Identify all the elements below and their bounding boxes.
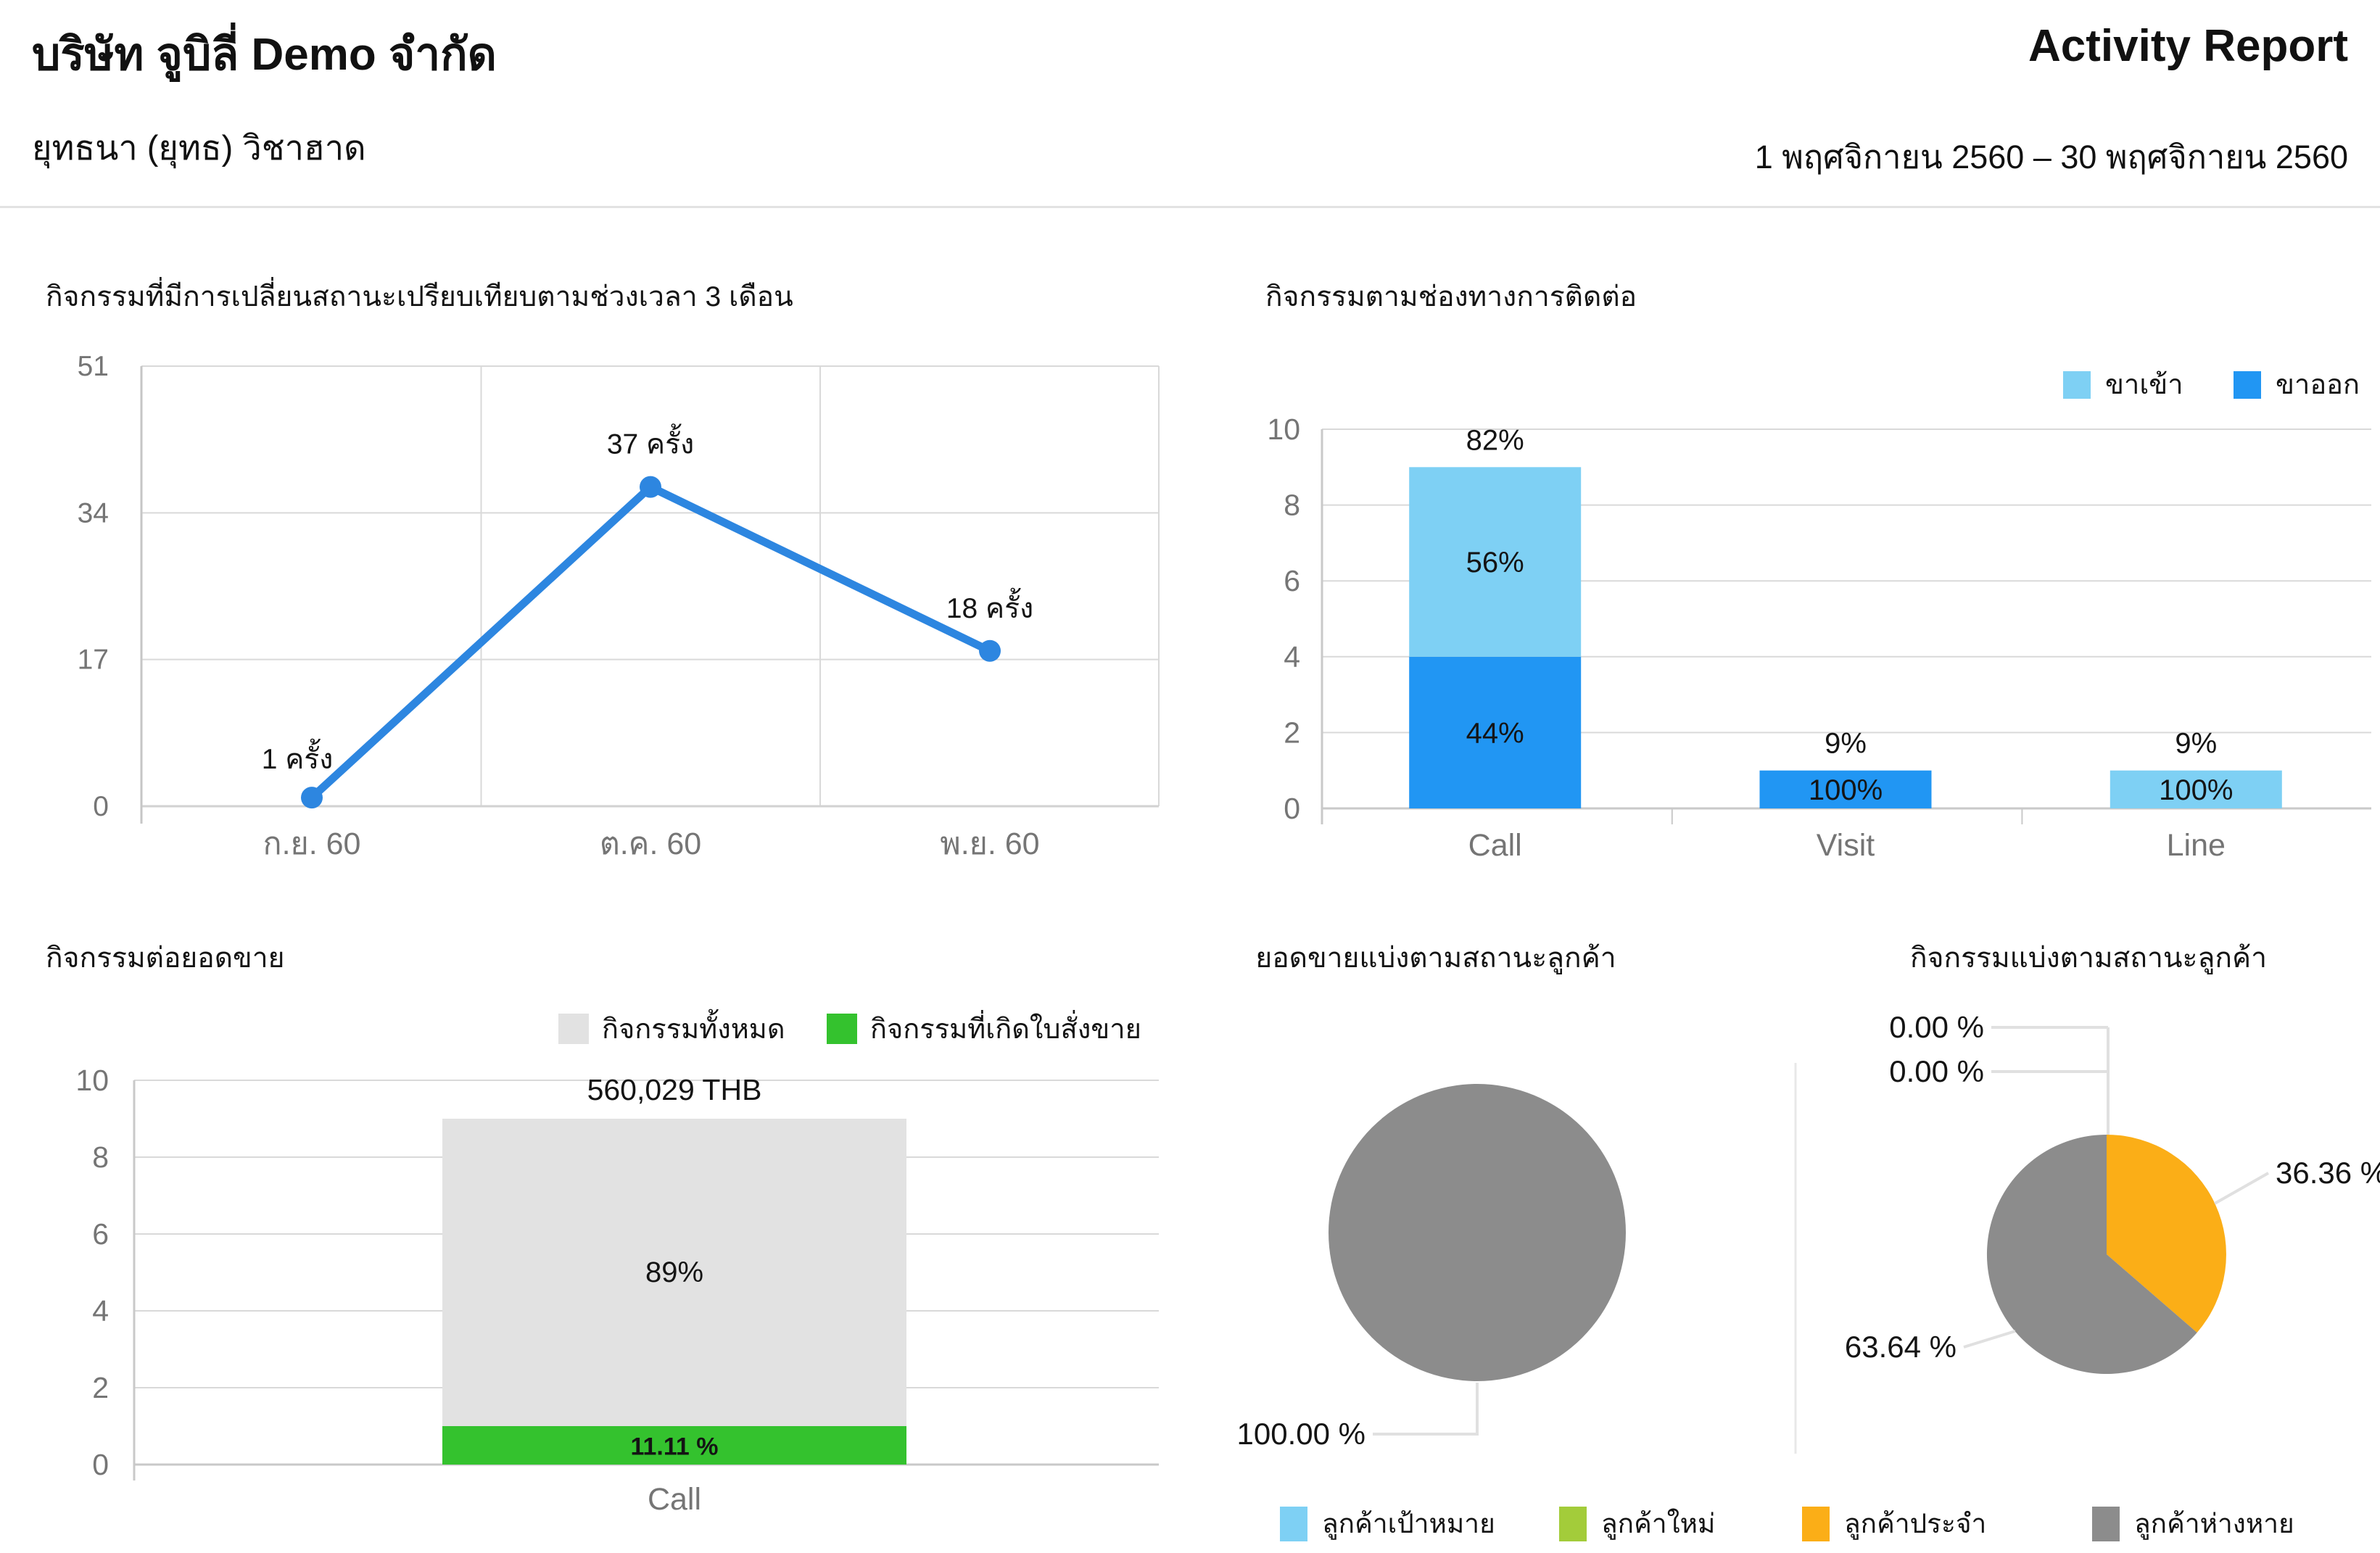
y-axis-tick-label: 17 (78, 645, 109, 676)
legend-swatch (1280, 1507, 1307, 1541)
bar-total-label: 9% (1825, 728, 1867, 760)
data-point (640, 476, 661, 498)
y-axis-tick-label: 0 (1284, 792, 1300, 825)
sales-pie-slice (1329, 1084, 1626, 1381)
segment-percent-label: 56% (1466, 547, 1524, 579)
pie-percent-label: 0.00 % (1889, 1010, 1984, 1044)
y-axis-tick-label: 10 (1267, 413, 1300, 446)
legend-label: ขาออก (2276, 370, 2360, 400)
owner-name: ยุทธนา (ยุทธ) วิชาฮาด (32, 128, 366, 167)
bar-segment (1759, 770, 1932, 808)
pie-callout-line (1963, 1330, 2016, 1349)
bar-segment (1409, 656, 1582, 808)
stacked-chart-title: กิจกรรมตามช่องทางการติดต่อ (1265, 281, 1637, 312)
bar-segment (442, 1426, 906, 1465)
pie-percent-label: 100.00 % (1237, 1417, 1365, 1451)
segment-percent-label: 100% (1809, 774, 1883, 806)
sales-chart-svg: 0 2 4 6 8 10 กิจกรรมทั้งหมด กิจกรรมที่เกิดใบสั่… (75, 1009, 1159, 1517)
y-axis-tick-label: 34 (78, 497, 109, 529)
legend-swatch (827, 1014, 857, 1044)
data-point (301, 787, 323, 809)
bar-total-label: 9% (2175, 728, 2217, 760)
x-axis-category-label: พ.ย. 60 (940, 827, 1039, 861)
y-axis-tick-label: 6 (1284, 564, 1300, 597)
y-axis-tick-label: 4 (92, 1294, 109, 1328)
line-chart-title: กิจกรรมที่มีการเปลี่ยนสถานะเปรียบเทียบตา… (46, 281, 793, 312)
header-divider (0, 206, 2380, 208)
bar-segment (1409, 467, 1582, 657)
bar-total-label: 560,029 THB (587, 1073, 762, 1106)
legend-swatch (2092, 1507, 2120, 1541)
x-axis-category-label: Line (2167, 828, 2226, 863)
trend-line (307, 483, 994, 802)
activity-pie-title: กิจกรรมแบ่งตามสถานะลูกค้า (1910, 943, 2267, 974)
x-axis-category-label: ต.ค. 60 (600, 827, 701, 861)
legend-swatch (2234, 371, 2261, 399)
pie-charts-svg: 100.00 % 0.00 % 0.00 % 36.36 % 63.64 % ลูกค้า… (1237, 1010, 2380, 1541)
legend-label: ลูกค้าประจำ (1844, 1509, 1986, 1540)
pie-percent-label: 0.00 % (1889, 1054, 1984, 1088)
y-axis-tick-label: 8 (1284, 489, 1300, 522)
y-axis-tick-label: 10 (75, 1064, 109, 1097)
legend-swatch (2063, 371, 2091, 399)
y-axis-tick-label: 2 (1284, 716, 1300, 749)
activity-pie-slice (2107, 1135, 2226, 1333)
point-value-label: 1 ครั้ง (262, 738, 334, 775)
point-value-label: 18 ครั้ง (946, 587, 1033, 624)
y-axis-tick-label: 0 (93, 791, 109, 822)
pie-callout-line (2214, 1172, 2269, 1205)
segment-percent-label: 11.11 % (630, 1433, 718, 1461)
bar-segment (2110, 770, 2282, 808)
pie-percent-label: 63.64 % (1845, 1330, 1957, 1364)
y-axis-tick-label: 2 (92, 1371, 109, 1404)
x-axis-category-label: ก.ย. 60 (263, 827, 361, 861)
stacked-chart-svg: 0 2 4 6 8 10 ขาเข้า ขาออก 44% 56% 82% Call 100% 9% Vis… (1267, 370, 2371, 863)
report-title: Activity Report (2028, 21, 2348, 71)
y-axis-tick-label: 6 (92, 1217, 109, 1251)
legend-label: ลูกค้าเป้าหมาย (1322, 1509, 1495, 1540)
legend-swatch (1559, 1507, 1587, 1541)
pie-percent-label: 36.36 % (2276, 1156, 2380, 1190)
legend-label: กิจกรรมทั้งหมด (602, 1009, 785, 1045)
y-axis-tick-label: 8 (92, 1140, 109, 1174)
y-axis-tick-label: 4 (1284, 640, 1300, 674)
segment-percent-label: 100% (2159, 774, 2233, 806)
point-value-label: 37 ครั้ง (607, 423, 694, 460)
legend-label: กิจกรรมที่เกิดใบสั่งขาย (870, 1010, 1141, 1045)
segment-percent-label: 89% (645, 1256, 703, 1288)
legend-swatch (558, 1014, 589, 1044)
y-axis-tick-label: 0 (92, 1448, 109, 1481)
x-axis-category-label: Visit (1817, 828, 1875, 863)
segment-percent-label: 44% (1466, 717, 1524, 749)
line-chart-svg: 0 17 34 51 ก.ย. 60 ต.ค. 60 พ.ย. 60 1 ครั้ง 37 คร… (78, 351, 1160, 861)
bar-total-label: 82% (1466, 424, 1524, 456)
pie-callout-line (1373, 1383, 1479, 1436)
company-name: บริษัท จูบิลี่ Demo จำกัด (32, 30, 497, 80)
bar-segment (442, 1119, 906, 1426)
y-axis-tick-label: 51 (78, 351, 109, 382)
legend-swatch (1802, 1507, 1830, 1541)
data-point (979, 639, 1001, 662)
legend-label: ลูกค้าใหม่ (1601, 1508, 1715, 1540)
x-axis-category-label: Call (648, 1482, 701, 1517)
report-period: 1 พฤศจิกายน 2560 – 30 พฤศจิกายน 2560 (1754, 138, 2348, 175)
sales-chart-title: กิจกรรมต่อยอดขาย (46, 943, 285, 974)
legend-label: ลูกค้าห่างหาย (2134, 1509, 2294, 1540)
activity-pie-slice (1986, 1135, 2197, 1374)
x-axis-category-label: Call (1468, 828, 1522, 863)
sales-pie-title: ยอดขายแบ่งตามสถานะลูกค้า (1255, 943, 1616, 974)
legend-label: ขาเข้า (2105, 370, 2183, 400)
